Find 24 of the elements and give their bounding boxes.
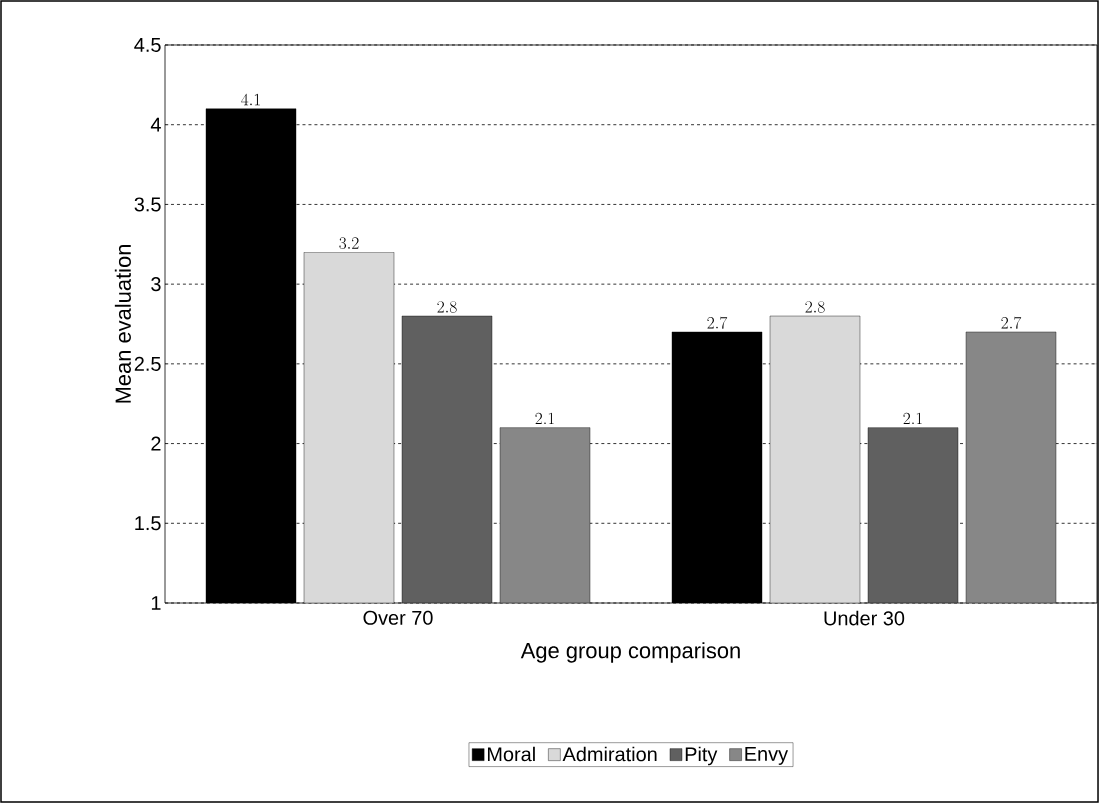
legend-label: Admiration xyxy=(562,746,657,762)
y-tick-label: 2 xyxy=(151,436,161,451)
y-tick-label: 1.5 xyxy=(135,516,161,531)
x-tick-label: Under 30 xyxy=(824,610,905,626)
y-axis-title: Mean evaluation xyxy=(114,245,131,403)
y-tick-label: 2.5 xyxy=(134,356,161,371)
y-tick-label: 4 xyxy=(150,117,161,132)
y-tick-label: 3 xyxy=(151,277,161,292)
data-label: 4. 1 xyxy=(241,93,260,106)
data-label: 2.7 xyxy=(707,316,728,329)
legend-label: Moral xyxy=(487,746,535,762)
x-axis-title: Age group comparison xyxy=(520,642,740,663)
data-label: 2.8 xyxy=(805,301,825,313)
data-label: 2. 1 xyxy=(535,412,554,425)
y-tick-label: 1 xyxy=(151,596,161,610)
x-tick-label: Over 70 xyxy=(363,610,433,625)
data-label: 3.2 xyxy=(339,237,359,250)
y-tick-label: 3.5 xyxy=(134,197,161,212)
data-label: 2. 1 xyxy=(903,412,922,425)
legend-label: Envy xyxy=(745,747,789,765)
legend-label: Pity xyxy=(685,746,718,766)
data-label: 2.7 xyxy=(1001,316,1022,329)
y-tick-label: 4.5 xyxy=(134,38,161,52)
data-label: 2.8 xyxy=(437,301,457,313)
